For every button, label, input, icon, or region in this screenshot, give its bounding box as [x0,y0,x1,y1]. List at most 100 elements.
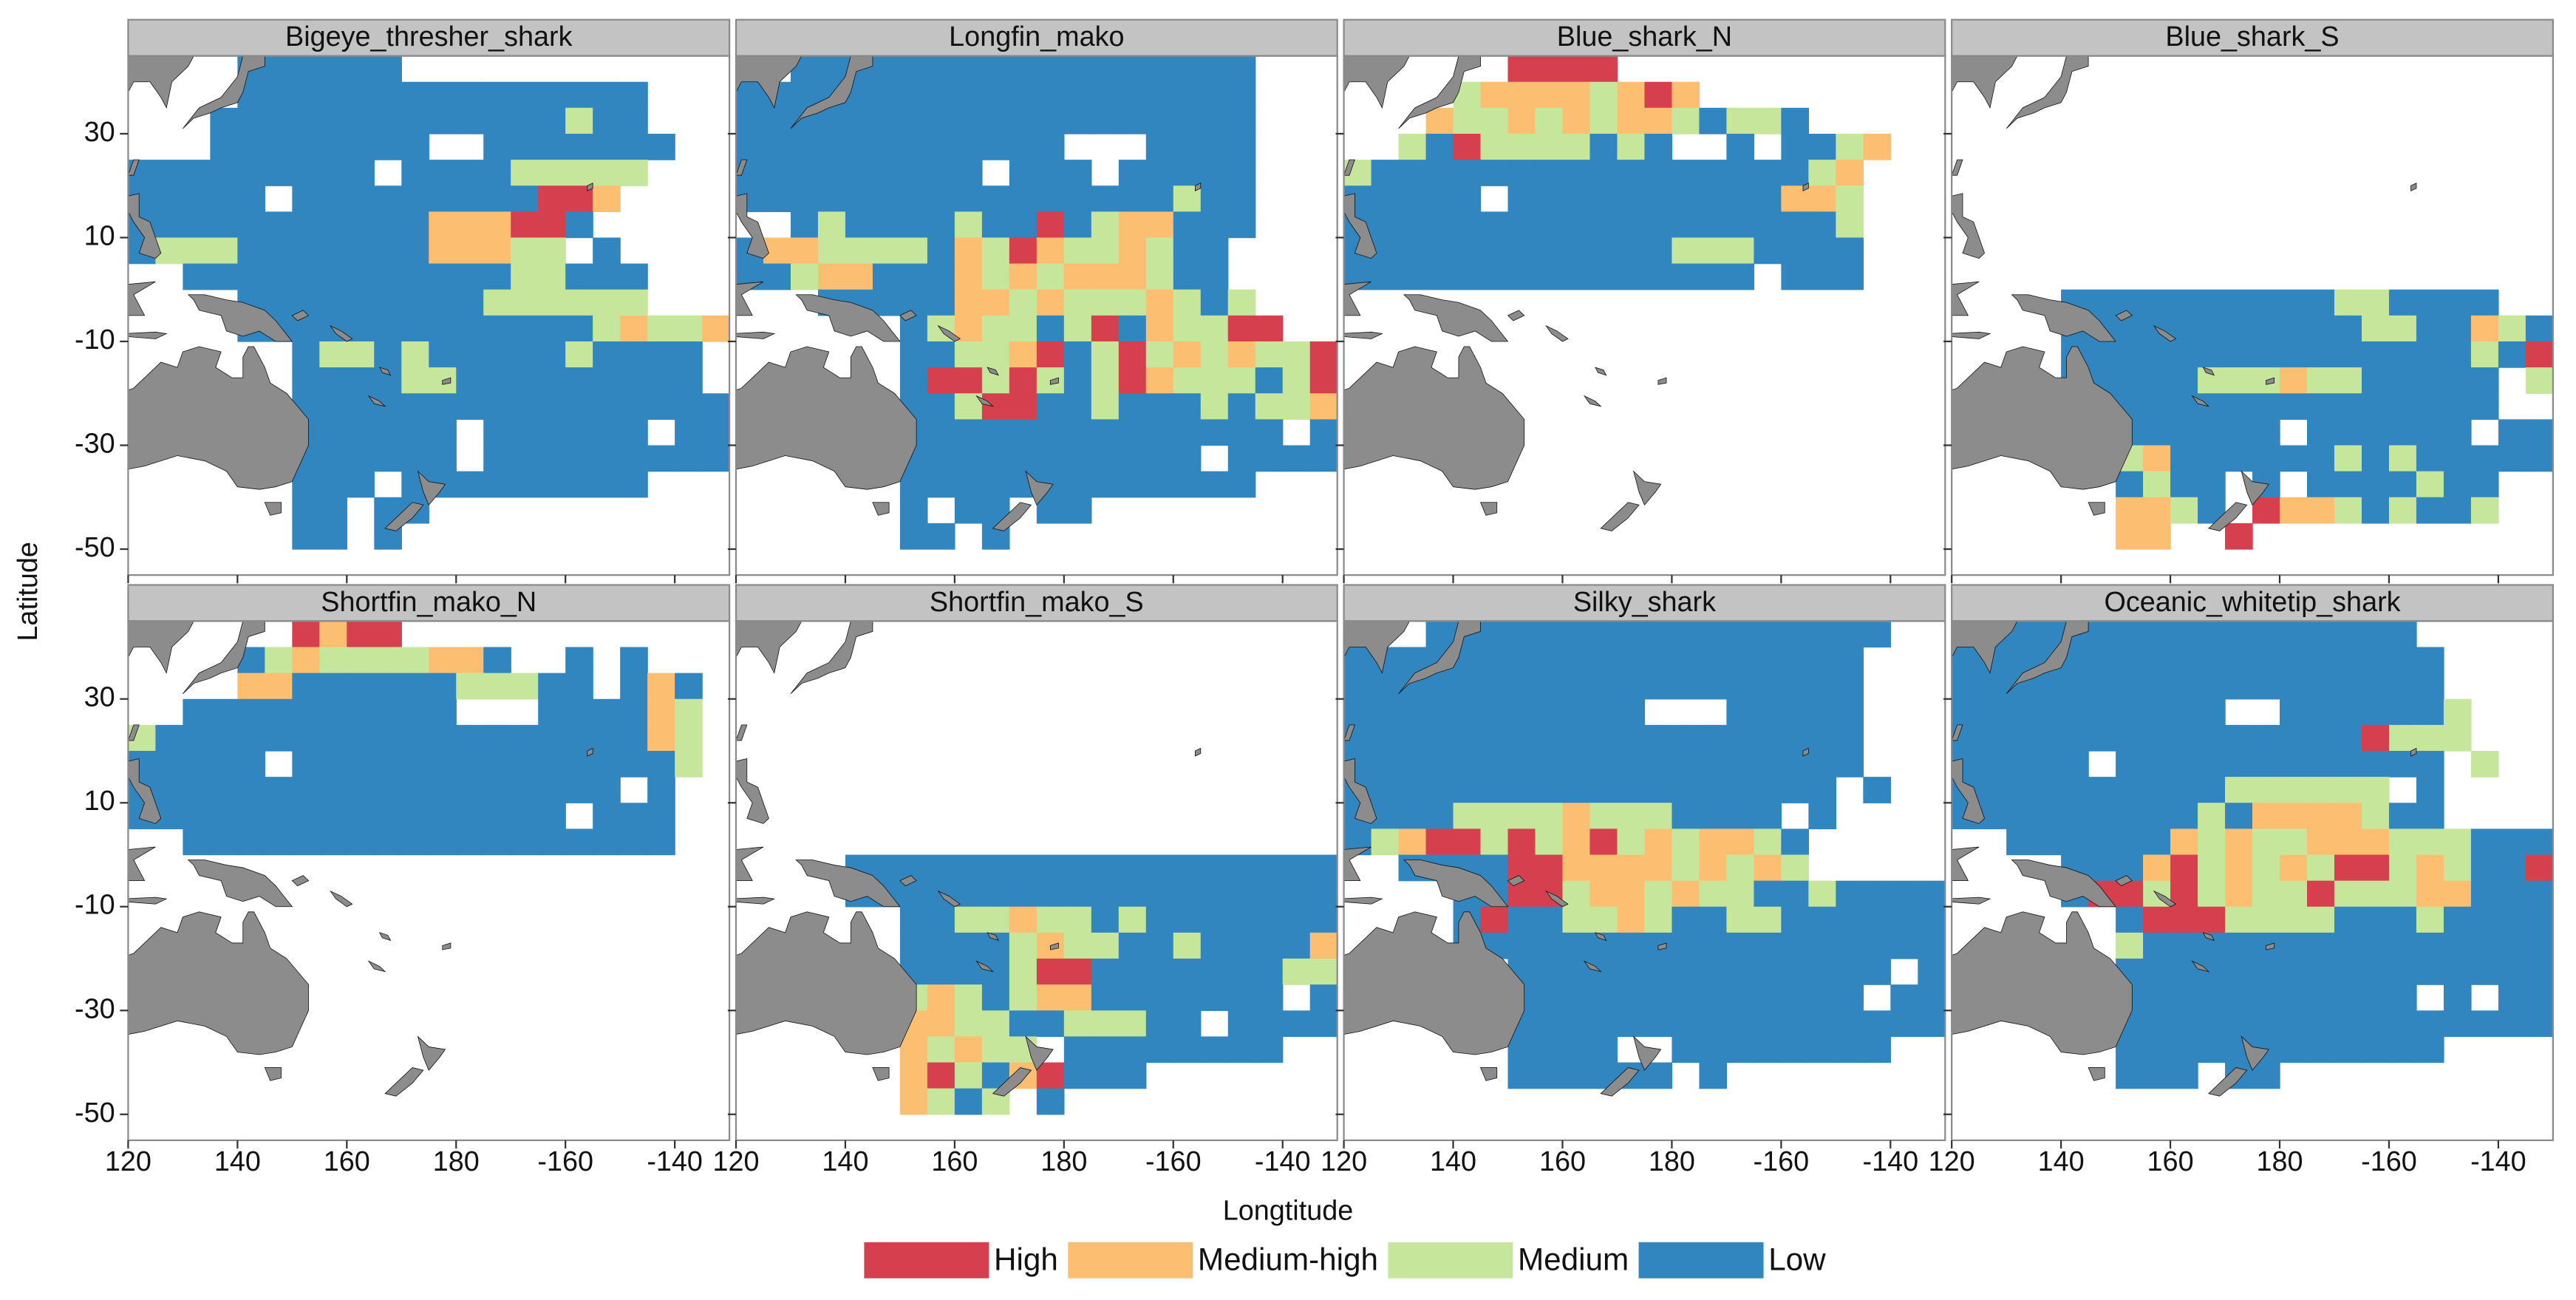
risk-cell [1808,186,1837,213]
risk-cell [2143,777,2171,803]
risk-cell [319,445,347,472]
risk-cell [1535,133,1564,160]
risk-cell [1480,237,1509,265]
risk-cell [1589,751,1618,777]
risk-cell [1699,186,1728,213]
risk-cell [1535,211,1564,239]
risk-cell [483,341,511,368]
risk-cell [2416,698,2444,726]
risk-cell [2034,777,2062,803]
risk-cell [1589,133,1618,160]
risk-cell [2306,854,2335,882]
panel-title: Shortfin_mako_N [321,587,536,618]
risk-cell [1425,698,1454,726]
risk-cell [401,237,429,265]
risk-cell [1808,932,1837,959]
risk-cell [2306,906,2335,933]
risk-cell [1091,55,1120,83]
panel-title: Bigeye_thresher_shark [285,21,573,52]
risk-cell [374,211,402,239]
risk-cell [1453,237,1482,265]
risk-cell [511,133,539,160]
risk-cell [1091,263,1120,290]
risk-cell [981,984,1010,1011]
risk-cell [927,289,955,316]
risk-cell [1036,445,1065,472]
risk-cell [647,828,675,856]
risk-cell [2143,367,2171,394]
risk-cell [1617,133,1646,160]
risk-cell [1644,984,1673,1011]
risk-cell [1726,932,1755,959]
risk-cell [1507,160,1536,186]
risk-cell [1480,751,1509,777]
risk-cell [292,289,320,316]
risk-cell [292,186,320,213]
y-tick-label: 30 [84,117,115,148]
risk-cell [2116,1062,2144,1089]
risk-cell [593,237,621,265]
risk-cell [1863,880,1891,908]
risk-cell [1173,160,1202,186]
risk-cell [374,803,402,830]
risk-cell [237,751,266,777]
risk-cell [1371,673,1400,700]
risk-cell [1562,186,1591,213]
risk-cell [1617,854,1646,882]
risk-cell [1063,854,1092,882]
legend-swatch [1388,1242,1513,1279]
strip [735,584,1338,622]
risk-cell [675,341,703,368]
risk-cell [1644,673,1673,700]
risk-cell [1535,724,1564,752]
y-tick-label: -10 [75,324,115,355]
risk-cell [954,81,983,109]
risk-cell [2280,647,2308,674]
risk-cell [319,698,347,726]
risk-cell [347,55,375,83]
risk-cell [899,523,928,550]
risk-cell [620,828,648,856]
risk-cell [675,315,703,342]
risk-cell [954,315,983,342]
risk-cell [1255,445,1284,472]
risk-cell [790,263,819,290]
risk-cell [1009,186,1037,213]
risk-cell [2006,777,2034,803]
risk-cell [1562,906,1591,933]
risk-cell [538,445,566,472]
risk-cell [1480,906,1509,933]
risk-cell [2198,724,2226,752]
risk-cell [1118,1010,1147,1038]
risk-cell [2143,698,2171,726]
risk-cell [1173,393,1202,421]
risk-cell [2088,724,2116,752]
risk-cell [1754,959,1782,985]
risk-cell [1562,81,1591,109]
risk-cell [2416,445,2444,472]
risk-cell [620,133,648,160]
risk-cell [210,160,239,186]
risk-cell [1808,880,1837,908]
risk-cell [2225,673,2253,700]
risk-cell [2306,621,2335,648]
risk-cell [1398,647,1427,674]
risk-cell [1781,698,1810,726]
risk-cell [981,186,1010,213]
risk-cell [981,880,1010,908]
risk-cell [1808,906,1837,933]
risk-cell [954,341,983,368]
risk-cell [2170,673,2198,700]
risk-cell [1398,803,1427,830]
risk-cell [1672,751,1700,777]
risk-cell [1507,133,1536,160]
risk-cell [927,445,955,472]
risk-cell [872,237,901,265]
risk-cell [511,751,539,777]
risk-cell [511,419,539,446]
risk-cell [2525,315,2553,342]
risk-cell [456,673,484,700]
risk-cell [1227,315,1256,342]
risk-cell [899,211,928,239]
risk-cell [2334,932,2362,959]
